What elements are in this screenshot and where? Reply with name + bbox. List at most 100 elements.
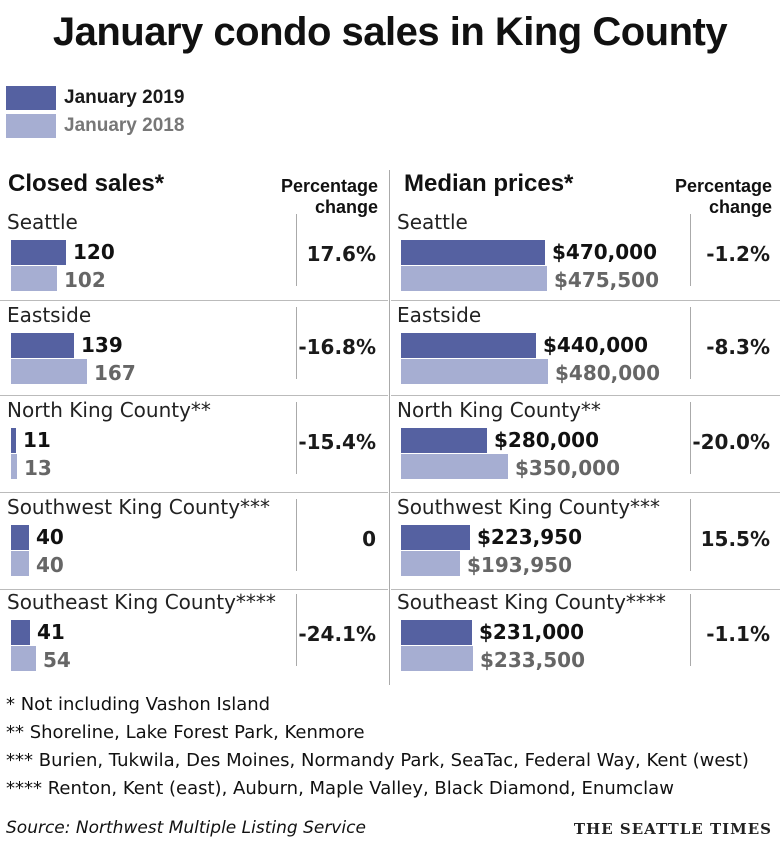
legend-label-2019: January 2019 — [64, 87, 185, 108]
closed-bar-2019-southwest-king-county — [11, 525, 29, 550]
median-bar-2018-southeast-king-county — [401, 646, 473, 671]
median-row-separator-3 — [391, 492, 780, 493]
closed-bar-2019-southeast-king-county — [11, 620, 30, 645]
closed-pct-divider-southeast-king-county — [296, 594, 297, 666]
median-region-label-north-king-county: North King County** — [397, 398, 601, 422]
median-pct-divider-southeast-king-county — [690, 594, 691, 666]
median-bar-2018-eastside — [401, 359, 548, 384]
closed-bar-2019-seattle — [11, 240, 66, 265]
chart-title: January condo sales in King County — [52, 10, 728, 54]
median-bar-2018-north-king-county — [401, 454, 508, 479]
median-row-separator-2 — [391, 395, 780, 396]
median-bar-2019-southwest-king-county — [401, 525, 470, 550]
closed-value-2018-eastside: 167 — [94, 361, 136, 385]
closed-row-separator-2 — [0, 395, 388, 396]
closed-bar-2018-southeast-king-county — [11, 646, 36, 671]
median-value-2019-southeast-king-county: $231,000 — [479, 620, 585, 644]
closed-value-2019-southeast-king-county: 41 — [37, 620, 65, 644]
closed-pct-divider-eastside — [296, 307, 297, 379]
median-pct-header-line2: change — [708, 197, 772, 217]
median-region-label-southeast-king-county: Southeast King County**** — [397, 590, 666, 614]
median-value-2019-southwest-king-county: $223,950 — [477, 525, 583, 549]
median-value-2019-eastside: $440,000 — [543, 333, 649, 357]
closed-row-separator-3 — [0, 492, 388, 493]
footnote-3: *** Burien, Tukwila, Des Moines, Normand… — [6, 750, 749, 771]
median-value-2018-southeast-king-county: $233,500 — [480, 648, 586, 672]
median-bar-2019-eastside — [401, 333, 536, 358]
closed-region-label-seattle: Seattle — [7, 210, 78, 234]
closed-pct-header-line1: Percentage — [280, 176, 378, 196]
closed-bar-2019-eastside — [11, 333, 74, 358]
median-value-2019-north-king-county: $280,000 — [494, 428, 600, 452]
closed-pct-divider-seattle — [296, 214, 297, 286]
closed-bar-2018-seattle — [11, 266, 57, 291]
closed-bar-2018-southwest-king-county — [11, 551, 29, 576]
closed-pct-header-line2: change — [314, 197, 378, 217]
closed-value-2018-seattle: 102 — [64, 268, 106, 292]
median-pct-change-seattle: -1.2% — [706, 242, 770, 266]
median-bar-2019-north-king-county — [401, 428, 487, 453]
closed-region-label-eastside: Eastside — [7, 303, 92, 327]
median-prices-header: Median prices* — [404, 170, 574, 197]
median-pct-divider-north-king-county — [690, 402, 691, 474]
median-pct-header: Percentage change — [654, 176, 772, 218]
median-bar-2018-southwest-king-county — [401, 551, 460, 576]
median-row-separator-4 — [391, 589, 780, 590]
closed-row-separator-4 — [0, 589, 388, 590]
median-bar-2018-seattle — [401, 266, 547, 291]
closed-value-2019-eastside: 139 — [81, 333, 123, 357]
source-note: Source: Northwest Multiple Listing Servi… — [6, 818, 366, 838]
closed-pct-change-north-king-county: -15.4% — [298, 430, 376, 454]
median-value-2018-north-king-county: $350,000 — [515, 456, 621, 480]
median-pct-divider-southwest-king-county — [690, 499, 691, 571]
median-pct-change-southwest-king-county: 15.5% — [700, 527, 770, 551]
legend-label-2018: January 2018 — [64, 115, 185, 136]
closed-bar-2018-north-king-county — [11, 454, 17, 479]
median-pct-change-north-king-county: -20.0% — [692, 430, 770, 454]
median-value-2018-seattle: $475,500 — [554, 268, 660, 292]
closed-value-2019-north-king-county: 11 — [23, 428, 51, 452]
closed-value-2018-north-king-county: 13 — [24, 456, 52, 480]
footnote-1: * Not including Vashon Island — [6, 694, 271, 715]
closed-value-2018-southeast-king-county: 54 — [43, 648, 71, 672]
median-bar-2019-seattle — [401, 240, 545, 265]
median-pct-divider-seattle — [690, 214, 691, 286]
median-pct-change-eastside: -8.3% — [706, 335, 770, 359]
median-pct-divider-eastside — [690, 307, 691, 379]
closed-value-2018-southwest-king-county: 40 — [36, 553, 64, 577]
median-region-label-seattle: Seattle — [397, 210, 468, 234]
median-pct-header-line1: Percentage — [674, 176, 772, 196]
median-region-label-eastside: Eastside — [397, 303, 482, 327]
closed-bar-2018-eastside — [11, 359, 87, 384]
legend-item-2018: January 2018 — [6, 114, 184, 138]
closed-bar-2019-north-king-county — [11, 428, 16, 453]
legend-swatch-2019 — [6, 86, 56, 110]
median-value-2018-eastside: $480,000 — [555, 361, 661, 385]
closed-region-label-southwest-king-county: Southwest King County*** — [7, 495, 271, 519]
closed-region-label-north-king-county: North King County** — [7, 398, 211, 422]
closed-value-2019-southwest-king-county: 40 — [36, 525, 64, 549]
median-value-2019-seattle: $470,000 — [552, 240, 658, 264]
median-row-separator-1 — [391, 300, 780, 301]
median-bar-2019-southeast-king-county — [401, 620, 472, 645]
closed-pct-header: Percentage change — [262, 176, 378, 218]
legend-swatch-2018 — [6, 114, 56, 138]
median-pct-change-southeast-king-county: -1.1% — [706, 622, 770, 646]
closed-region-label-southeast-king-county: Southeast King County**** — [7, 590, 276, 614]
closed-pct-change-southeast-king-county: -24.1% — [298, 622, 376, 646]
legend-item-2019: January 2019 — [6, 86, 184, 110]
footnote-2: ** Shoreline, Lake Forest Park, Kenmore — [6, 722, 365, 743]
closed-pct-change-eastside: -16.8% — [298, 335, 376, 359]
median-region-label-southwest-king-county: Southwest King County*** — [397, 495, 661, 519]
footnote-4: **** Renton, Kent (east), Auburn, Maple … — [6, 778, 674, 799]
closed-pct-divider-north-king-county — [296, 402, 297, 474]
closed-pct-change-southwest-king-county: 0 — [362, 527, 376, 551]
column-divider — [389, 170, 390, 685]
closed-row-separator-1 — [0, 300, 388, 301]
closed-pct-change-seattle: 17.6% — [306, 242, 376, 266]
closed-pct-divider-southwest-king-county — [296, 499, 297, 571]
brand-logo: THE SEATTLE TIMES — [573, 820, 772, 838]
closed-value-2019-seattle: 120 — [73, 240, 115, 264]
median-value-2018-southwest-king-county: $193,950 — [467, 553, 573, 577]
closed-sales-header: Closed sales* — [8, 170, 165, 197]
